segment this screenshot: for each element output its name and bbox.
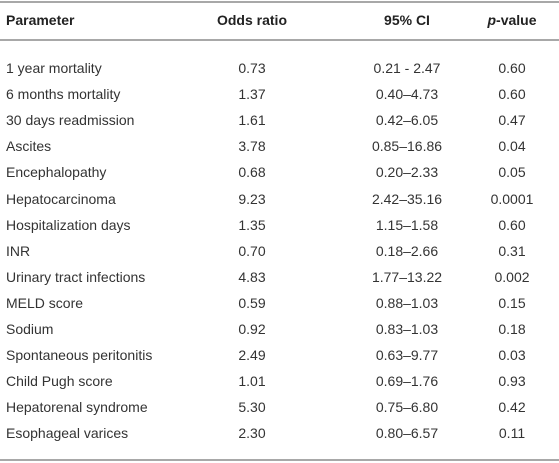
cell-value: 0.04 (498, 138, 526, 155)
cell-value: 9.23 (238, 190, 266, 207)
cell-value: 0.88–1.03 (375, 294, 439, 311)
cell-value: 0.70 (238, 242, 266, 259)
header-cell: Parameter (6, 12, 75, 28)
row-label: 30 days readmission (6, 112, 135, 129)
cell-value: 2.49 (238, 347, 266, 364)
row-label: Spontaneous peritonitis (6, 347, 153, 364)
cell-value: 0.60 (498, 60, 526, 76)
row-label: Encephalopathy (6, 164, 107, 181)
cell-value: 0.68 (238, 164, 266, 181)
row-label: Sodium (6, 321, 54, 337)
header-cell: 95% CI (384, 12, 430, 28)
cell-value: 0.18 (498, 321, 526, 337)
cell-value: 1.35 (238, 216, 266, 233)
cell-value: 0.03 (498, 347, 526, 364)
row-label: Esophageal varices (6, 425, 129, 442)
cell-value: 0.11 (498, 425, 526, 442)
header-rule (0, 39, 559, 41)
row-label: Hospitalization days (6, 216, 131, 233)
cell-value: 0.18–2.66 (375, 242, 439, 259)
row-label: Hepatorenal syndrome (6, 399, 148, 416)
cell-value: 0.93 (498, 373, 526, 390)
cell-value: 1.37 (238, 86, 266, 103)
header-italic: p (487, 12, 497, 28)
cell-value: 0.31 (498, 242, 526, 259)
cell-value: 5.30 (238, 399, 266, 416)
cell-value: 2.42–35.16 (371, 190, 443, 207)
cell-value: 0.59 (238, 294, 266, 311)
cell-value: 0.60 (498, 86, 526, 103)
cell-value: 0.73 (238, 60, 266, 76)
row-label: INR (6, 242, 31, 259)
header-cell: p-value (487, 12, 536, 28)
row-label: MELD score (6, 294, 84, 311)
cell-value: 0.63–9.77 (375, 347, 439, 364)
cell-value: 0.05 (498, 164, 526, 181)
cell-value: 0.75–6.80 (375, 399, 439, 416)
cell-value: 0.92 (238, 321, 266, 337)
row-label: Child Pugh score (6, 373, 113, 390)
row-label: Ascites (6, 138, 52, 155)
cell-value: 3.78 (238, 138, 266, 155)
cell-value: 0.42 (498, 399, 526, 416)
cell-value: 0.21 - 2.47 (373, 60, 441, 76)
row-label: Urinary tract infections (6, 268, 146, 285)
cell-value: 4.83 (238, 268, 266, 285)
cell-value: 2.30 (238, 425, 266, 442)
header-text: -value (496, 12, 537, 28)
cell-value: 0.0001 (490, 190, 534, 207)
cell-value: 0.83–1.03 (375, 321, 439, 337)
header-cell: Odds ratio (216, 12, 288, 28)
cell-value: 0.60 (498, 216, 526, 233)
cell-value: 1.61 (238, 112, 266, 129)
cell-value: 1.15–1.58 (375, 216, 439, 233)
row-label: Hepatocarcinoma (6, 190, 116, 207)
cell-value: 1.77–13.22 (371, 268, 443, 285)
cell-value: 0.15 (498, 294, 526, 311)
cell-value: 0.47 (498, 112, 526, 129)
cell-value: 0.42–6.05 (375, 112, 439, 129)
cell-value: 0.80–6.57 (375, 425, 439, 442)
cell-value: 0.85–16.86 (371, 138, 443, 155)
cell-value: 1.01 (238, 373, 266, 390)
cell-value: 0.20–2.33 (375, 164, 439, 181)
cell-value: 0.002 (494, 268, 530, 285)
cell-value: 0.69–1.76 (375, 373, 439, 390)
row-label: 6 months mortality (6, 86, 121, 103)
cell-value: 0.40–4.73 (375, 86, 439, 103)
top-rule (0, 1, 559, 3)
row-label: 1 year mortality (6, 60, 102, 76)
bottom-rule (0, 459, 559, 461)
